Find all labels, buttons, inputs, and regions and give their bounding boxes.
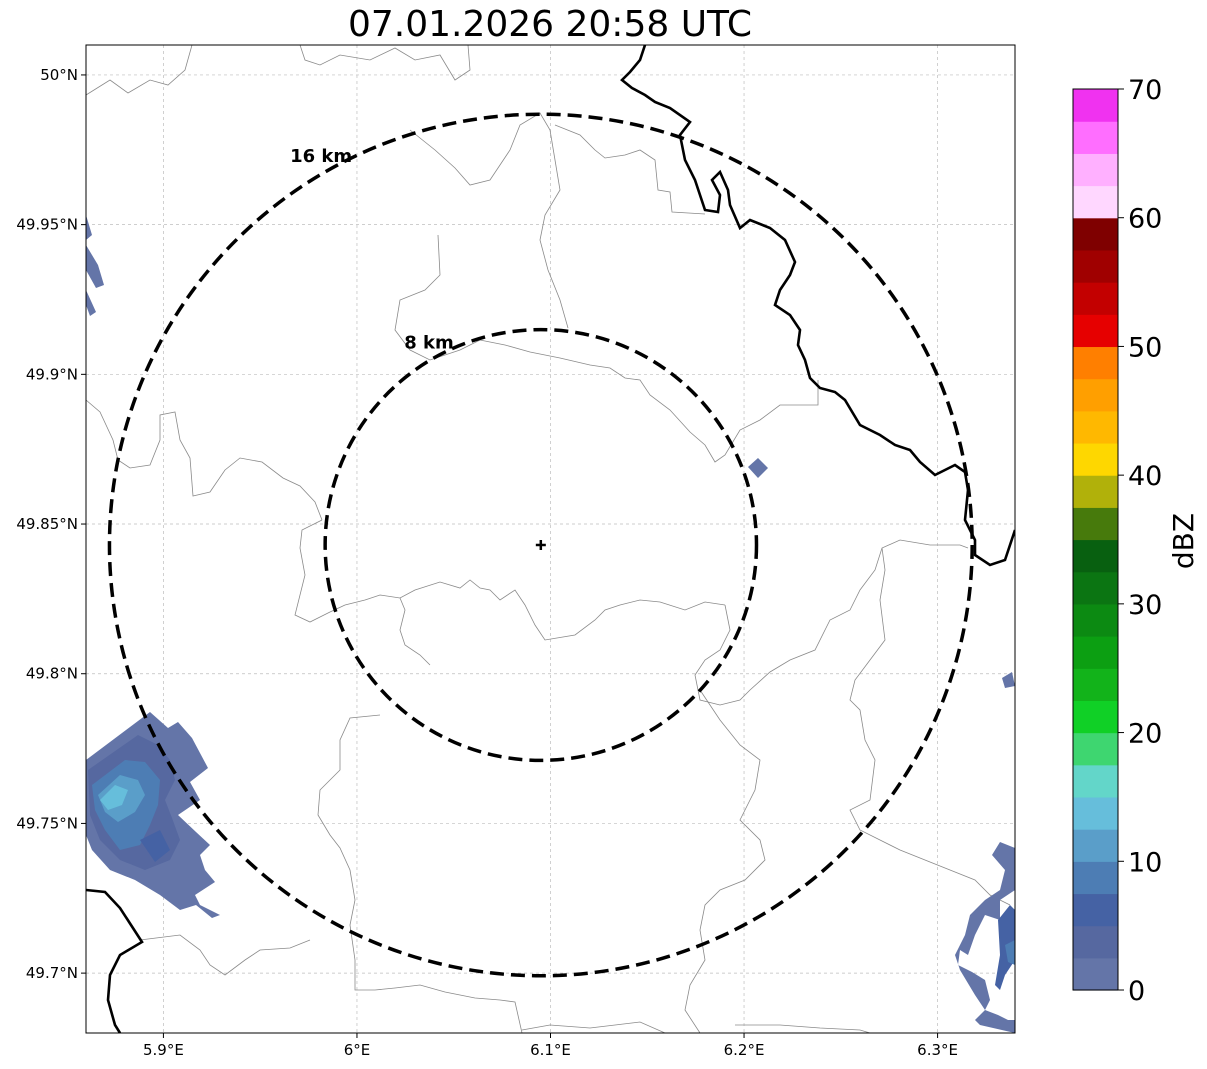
range-ring-label: 8 km [404,332,454,353]
boundary-line [554,124,706,215]
colorbar-segment [1073,603,1118,637]
colorbar-segment [1073,121,1118,154]
lon-tick-label: 5.9°E [143,1041,184,1059]
border-line [620,45,1015,567]
colorbar-tick-label: 0 [1128,976,1145,1007]
boundary-line [694,539,969,706]
colorbar-segment [1073,89,1118,122]
colorbar-segment [1073,507,1118,541]
map-title: 07.01.2026 20:58 UTC [347,4,753,45]
boundary-line [299,45,471,81]
colorbar-segment [1073,636,1118,669]
colorbar-segment [1073,249,1118,283]
boundary-line [399,597,431,666]
map-axes: 5.9°E 6°E 6.1°E 6.2°E 6.3°E 50°N 49.95°N 49.9°N… [16,66,958,1059]
colorbar-segment [1073,764,1118,798]
colorbar-segment [1073,700,1118,734]
colorbar-tick-label: 10 [1128,847,1162,878]
colorbar-segment [1073,957,1118,991]
radar-site-marker [535,539,546,550]
colorbar-label: dBZ [1167,513,1200,569]
lat-tick-label: 49.9°N [26,365,78,383]
boundary-line [294,519,726,641]
colorbar-tick-label: 40 [1128,461,1162,492]
colorbar-segment [1073,796,1118,830]
echo-cell-west-edge [86,215,104,316]
colorbar-segment [1073,732,1118,766]
lat-tick-label: 49.8°N [26,665,78,683]
lon-tick-label: 6.3°E [917,1041,958,1059]
colorbar-segment [1073,153,1118,187]
colorbar-segment [1073,539,1118,573]
colorbar: 0 10 20 30 40 50 60 70 dBZ [1072,75,1200,1007]
colorbar-segment [1073,442,1118,476]
lon-tick-label: 6°E [344,1041,371,1059]
colorbar-segment [1073,185,1118,219]
range-ring [107,112,974,978]
national-borders [86,45,1015,1033]
municipal-boundaries [86,45,1011,1033]
boundary-line [849,547,1011,906]
colorbar-segment [1073,829,1118,862]
range-rings: 8 km 16 km [107,112,974,978]
colorbar-tick-label: 20 [1128,719,1162,750]
colorbar-tick-label: 70 [1128,75,1162,106]
echo-cell-southeast [955,842,1015,1033]
colorbar-segment [1073,893,1118,927]
lat-tick-label: 49.85°N [16,515,78,533]
boundary-line [521,1021,666,1033]
range-ring [323,327,759,763]
boundary-line [86,45,193,96]
boundary-line [394,234,819,463]
colorbar-tick-label: 30 [1128,590,1162,621]
echo-cell-southwest [86,712,220,918]
colorbar-segment [1073,571,1118,605]
colorbar-segment [1073,282,1118,315]
boundary-line [409,112,569,329]
lon-tick-label: 6.2°E [724,1041,765,1059]
colorbar-segment [1073,410,1118,444]
colorbar-segment [1073,217,1118,251]
colorbar-segment [1073,861,1118,895]
map-gridlines [86,45,1015,1033]
colorbar-segment [1073,475,1118,508]
lat-tick-label: 49.7°N [26,964,78,982]
boundary-line [86,399,323,521]
colorbar-segment [1073,314,1118,348]
boundary-line [684,689,766,1033]
colorbar-tick-label: 60 [1128,204,1162,235]
border-line [86,888,144,1033]
boundary-line [317,714,523,1033]
colorbar-segment [1073,346,1118,380]
radar-echoes [86,215,1015,1033]
echo-cell-east [748,458,1015,688]
boundary-line [139,934,311,976]
boundary-line [735,1024,871,1033]
colorbar-segment [1073,378,1118,412]
colorbar-frame [1072,88,1119,991]
lat-tick-label: 50°N [40,66,78,84]
colorbar-segment [1073,925,1118,959]
lat-tick-label: 49.95°N [16,216,78,234]
colorbar-segment [1073,668,1118,701]
colorbar-tick-label: 50 [1128,332,1162,363]
range-ring-label: 16 km [290,146,352,167]
lon-tick-label: 6.1°E [530,1041,571,1059]
lat-tick-label: 49.75°N [16,814,78,832]
